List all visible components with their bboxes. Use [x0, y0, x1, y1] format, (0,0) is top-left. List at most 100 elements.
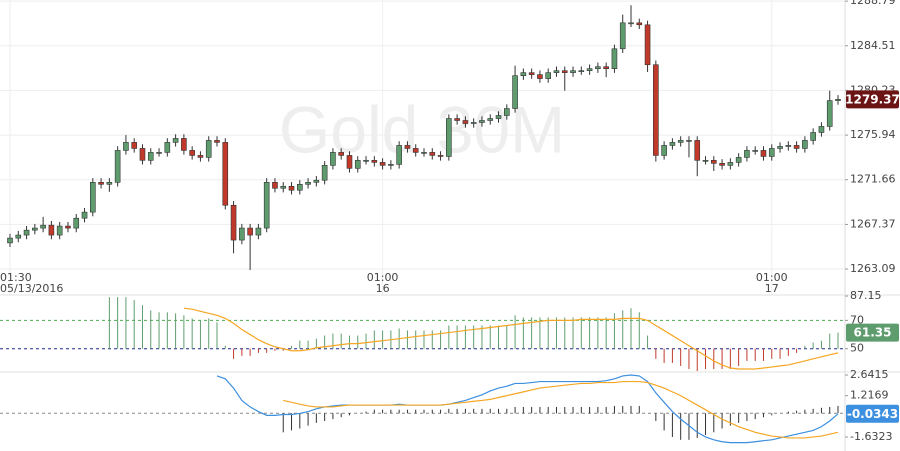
candle-body — [412, 148, 419, 153]
y-tick-label: 1267.37 — [850, 217, 896, 230]
candle-body — [661, 145, 667, 156]
candle-body — [595, 66, 601, 69]
candle-body — [744, 150, 750, 158]
candle-body — [65, 225, 71, 229]
candle-body — [727, 162, 734, 166]
y-tick-label: 1271.66 — [850, 173, 896, 186]
candle-body — [644, 24, 651, 66]
candle-body — [810, 132, 816, 141]
candle-body — [578, 70, 585, 72]
y-tick-label: 50 — [850, 342, 864, 355]
x-tick-label: 01:30 — [0, 271, 32, 284]
candle-body — [371, 160, 378, 163]
candle-body — [619, 22, 626, 50]
candle-body — [222, 142, 229, 206]
candle-body — [40, 224, 46, 229]
candle-body — [56, 225, 63, 236]
candle-body — [263, 182, 270, 229]
indicator-line — [283, 380, 839, 439]
candle-body — [197, 155, 204, 158]
y-tick-label: 70 — [850, 313, 864, 326]
candle-body — [321, 165, 328, 181]
candle-body — [354, 160, 361, 169]
indicator-line — [183, 307, 839, 370]
candle-body — [114, 150, 121, 183]
candle-body — [495, 115, 502, 119]
candle-body — [164, 142, 171, 153]
candle-body — [686, 140, 692, 142]
candle-body — [156, 152, 162, 154]
candle-body — [454, 118, 460, 121]
watermark: Gold 30M — [279, 92, 565, 166]
candle-body — [429, 152, 436, 156]
last-value-label: 1279.37 — [845, 92, 900, 106]
candle-body — [553, 70, 560, 73]
candle-body — [669, 142, 676, 146]
y-tick-label: 1.2169 — [850, 389, 889, 402]
y-tick-label: 1275.94 — [850, 128, 896, 141]
candle-body — [338, 152, 345, 156]
candle-body — [653, 64, 659, 156]
candle-body — [181, 138, 187, 151]
candle-body — [520, 72, 527, 76]
candle-body — [363, 160, 369, 162]
candle-body — [694, 140, 701, 161]
candle-body — [123, 142, 129, 151]
candle-body — [793, 145, 800, 149]
candle-body — [255, 227, 262, 236]
candle-body — [247, 227, 253, 236]
candle-body — [172, 138, 179, 143]
candle-body — [98, 182, 104, 185]
candle-body — [818, 126, 825, 133]
candle-body — [752, 150, 759, 152]
y-tick-label: 1288.79 — [850, 0, 896, 7]
candle-body — [379, 162, 386, 166]
candle-body — [106, 182, 113, 185]
candle-body — [330, 152, 336, 166]
y-tick-label: 2.6415 — [850, 368, 889, 381]
last-value-tag — [846, 404, 899, 423]
candle-body — [239, 227, 245, 241]
candle-body — [570, 70, 576, 73]
candle-body — [131, 142, 137, 149]
candle-body — [205, 140, 212, 158]
last-value-tag — [846, 323, 899, 342]
candle-body — [48, 224, 55, 236]
last-value-label: 61.35 — [854, 326, 892, 340]
candle-body — [81, 211, 88, 219]
candle-body — [503, 108, 510, 116]
candle-body — [760, 150, 767, 157]
last-value-tag — [846, 90, 899, 109]
candle-body — [702, 160, 709, 162]
candle-body — [214, 140, 220, 143]
candle-body — [388, 164, 394, 166]
candle-body — [528, 72, 535, 75]
candle-body — [603, 66, 609, 69]
candle-body — [396, 145, 402, 165]
last-value-label: -0.0343 — [847, 407, 898, 421]
candle-body — [537, 74, 543, 79]
x-tick-label: 01:00 — [367, 271, 399, 284]
y-tick-label: 1284.51 — [850, 39, 896, 52]
candle-body — [437, 155, 444, 157]
candle-body — [768, 148, 775, 157]
candle-body — [73, 217, 80, 229]
candle-body — [90, 182, 96, 213]
candle-body — [7, 237, 13, 244]
candle-body — [545, 72, 552, 79]
candle-body — [512, 75, 518, 109]
candle-body — [421, 152, 427, 154]
candle-body — [611, 48, 618, 69]
candle-body — [677, 140, 684, 143]
x-tick-label: 01:00 — [756, 271, 788, 284]
candle-body — [189, 150, 195, 156]
candle-body — [826, 100, 833, 127]
candle-body — [802, 140, 808, 149]
x-date-label: 17 — [765, 282, 779, 295]
x-date-label: 16 — [376, 282, 390, 295]
candle-body — [835, 99, 841, 101]
candle-body — [636, 22, 643, 26]
candle-body — [462, 120, 469, 124]
